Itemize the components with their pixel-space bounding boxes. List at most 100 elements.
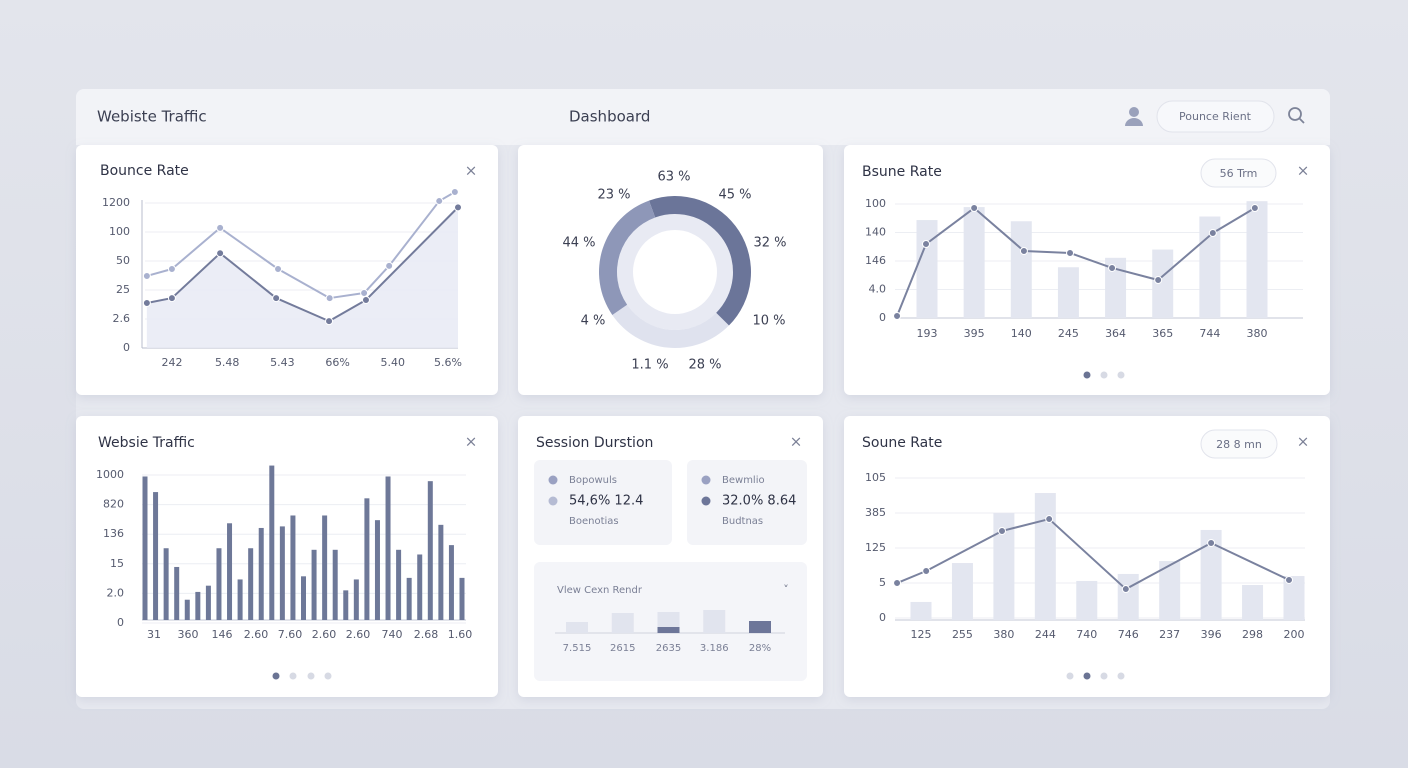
line-point	[893, 579, 902, 588]
pagination-dot[interactable]	[324, 672, 332, 680]
x-tick-label: 66%	[325, 356, 349, 369]
x-tick-label: 740	[382, 628, 403, 641]
y-tick-label: 100	[865, 197, 886, 210]
header-bar	[76, 89, 1330, 145]
panel-combo: Soune Rate × 28 8 mn 105 385 125 5 0 125 255 380 24…	[844, 416, 1330, 697]
close-button[interactable]: ×	[790, 433, 803, 451]
y-tick-label: 820	[103, 498, 124, 511]
header-button[interactable]	[1156, 100, 1275, 133]
bar	[396, 549, 402, 620]
card-title: Bsune Rate	[862, 164, 942, 180]
line-point	[325, 294, 334, 303]
line-point	[970, 204, 979, 213]
x-tick-label: 380	[993, 628, 1014, 641]
y-tick-label: 4.0	[869, 283, 887, 296]
bar	[417, 554, 423, 620]
pagination-dot[interactable]	[272, 672, 280, 680]
x-tick-label: 125	[911, 628, 932, 641]
range-pill[interactable]	[1200, 158, 1277, 188]
bar	[448, 545, 454, 620]
line-point	[1154, 276, 1163, 285]
card-title: Soune Rate	[862, 435, 942, 451]
pagination-dot[interactable]	[1117, 672, 1125, 680]
bar	[343, 590, 349, 620]
line-point	[274, 265, 283, 273]
line-point	[998, 526, 1007, 535]
pagination-dot[interactable]	[1083, 672, 1091, 680]
donut-label: 44 %	[562, 236, 595, 251]
line-point	[167, 265, 176, 273]
y-tick-label: 2.0	[107, 586, 125, 599]
bar	[174, 566, 180, 620]
bar	[248, 548, 254, 620]
user-icon[interactable]	[1125, 107, 1143, 126]
bar	[311, 549, 317, 620]
bar	[364, 498, 370, 620]
panel-combo: Bsune Rate × 56 Trm 100 140 146 4.0 0 193 395 140 2…	[844, 145, 1330, 395]
bar	[227, 523, 233, 620]
bar	[406, 577, 412, 620]
line-point	[1066, 248, 1075, 257]
bar	[322, 515, 328, 620]
y-tick-label: 105	[865, 471, 886, 484]
pagination-dot[interactable]	[1083, 371, 1091, 379]
line-point	[893, 311, 902, 320]
x-tick-label: 7.60	[278, 628, 303, 641]
bar	[1076, 580, 1098, 620]
range-pill[interactable]	[1200, 429, 1278, 459]
x-tick-label: 2.60	[346, 628, 371, 641]
trend-x-label: 7.515	[563, 643, 592, 654]
card	[76, 416, 498, 697]
close-button[interactable]: ×	[1297, 162, 1310, 180]
x-tick-label: 364	[1105, 327, 1126, 340]
bar	[1152, 249, 1174, 318]
bar	[1105, 257, 1127, 318]
pagination-dot[interactable]	[307, 672, 315, 680]
search-icon[interactable]	[1288, 107, 1305, 124]
bar	[1283, 576, 1305, 620]
line-point	[454, 203, 462, 212]
metric-value: 54,6% 12.4	[569, 494, 643, 509]
trend-x-label: 28%	[749, 643, 771, 654]
metric-caption: Budtnas	[722, 516, 763, 527]
bar	[374, 520, 380, 620]
pagination-dot[interactable]	[1117, 371, 1125, 379]
card-title: Bounce Rate	[100, 163, 189, 179]
y-tick-label: 0	[117, 616, 124, 629]
y-tick-label: 5	[879, 576, 886, 589]
close-button[interactable]: ×	[1297, 433, 1310, 451]
x-tick-label: 146	[212, 628, 233, 641]
line-point	[1019, 246, 1028, 255]
bar	[1242, 585, 1264, 620]
x-tick-label: 200	[1284, 628, 1305, 641]
legend-dot	[701, 475, 711, 485]
panel-bar: Websie Traffic × 1000 820 136 15 2.0 0 31 360 146 2…	[76, 416, 498, 697]
x-tick-label: 5.40	[381, 356, 406, 369]
user-icon-body	[1125, 118, 1143, 126]
close-button[interactable]: ×	[465, 433, 478, 451]
legend-dot	[548, 496, 558, 506]
line-point	[450, 188, 459, 197]
x-tick-label: 140	[1011, 327, 1032, 340]
bar	[163, 548, 169, 620]
pagination-dot[interactable]	[289, 672, 297, 680]
y-tick-label: 15	[110, 557, 124, 570]
pagination-dot[interactable]	[1100, 371, 1108, 379]
trend-bar	[611, 613, 634, 633]
line-point	[1045, 515, 1054, 524]
trend-chevron[interactable]: ˅	[783, 583, 789, 596]
bar	[910, 601, 932, 620]
pagination-dot[interactable]	[1066, 672, 1074, 680]
user-icon-head	[1129, 107, 1139, 117]
legend-dot	[548, 475, 558, 485]
pagination-dot[interactable]	[1100, 672, 1108, 680]
x-tick-label: 2.60	[244, 628, 269, 641]
legend-dot	[701, 496, 711, 506]
close-button[interactable]: ×	[465, 162, 478, 180]
y-tick-label: 0	[879, 611, 886, 624]
bar	[385, 476, 391, 620]
search-icon-lens	[1288, 107, 1302, 121]
x-tick-label: 5.48	[215, 356, 240, 369]
line-point	[435, 197, 444, 206]
donut-center	[633, 230, 717, 314]
